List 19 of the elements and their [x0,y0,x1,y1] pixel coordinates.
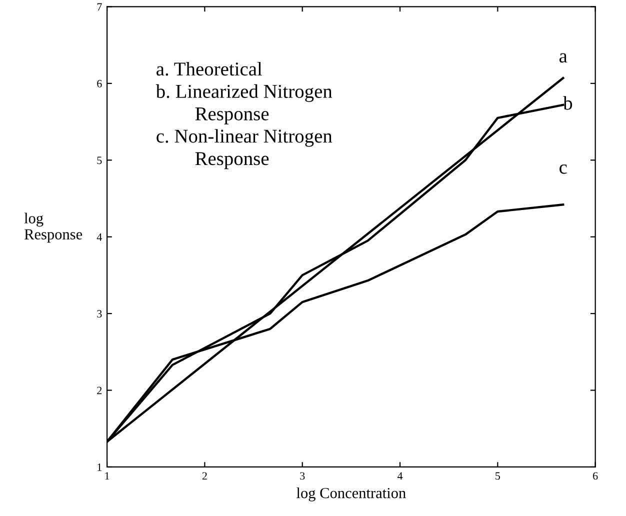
x-tick-label: 6 [593,472,598,480]
y-tick-label: 7 [97,3,102,11]
legend-label: c [560,164,567,174]
x-tick-label: 2 [202,472,207,480]
annotation: a. Theoretical b. Linearized Nitrogen Response c. Non-linear Nitrogen Response [156,62,332,170]
x-tick-label: 1 [105,472,110,480]
series-label: a [559,53,568,63]
y-axis-title: log Response [24,212,82,243]
x-axis-title: log Concentration [296,487,406,502]
y-tick-label: 6 [97,80,102,88]
x-tick-label: 3 [300,472,305,480]
y-tick-label: 5 [97,156,102,164]
y-tick-label: 1 [98,464,102,471]
x-tick-label: 4 [397,472,403,480]
y-tick-label: 2 [97,386,102,394]
y-tick-label: 4 [96,233,102,241]
series-label: b [563,96,572,110]
y-tick-label: 3 [97,310,102,318]
x-tick-label: 5 [496,472,500,480]
